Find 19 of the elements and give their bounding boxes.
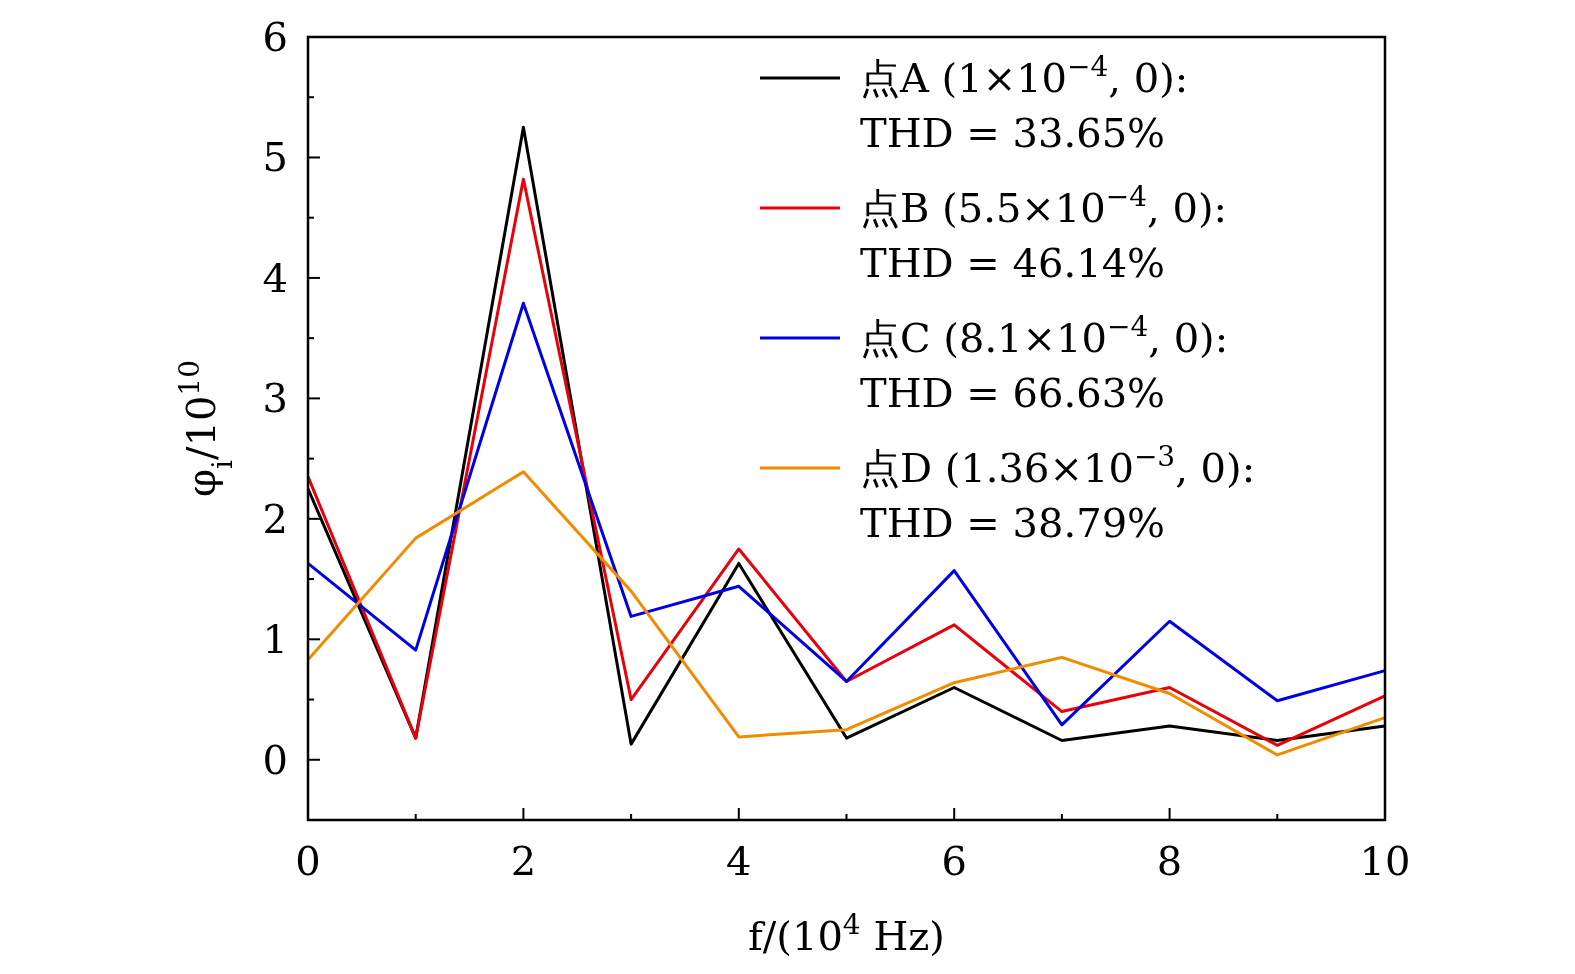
- legend-label: 点D (1.36×10$^{−3}$, 0): THD = 38.79%: [860, 439, 1256, 546]
- x-tick-label: 2: [510, 838, 537, 884]
- y-tick-label: 4: [262, 254, 288, 301]
- y-tick-label: 3: [262, 375, 288, 422]
- line-series: [306, 301, 1387, 727]
- y-tick-label: 0: [262, 736, 288, 783]
- legend-label: 点B (5.5×10$^{−4}$, 0): THD = 46.14%: [860, 179, 1227, 286]
- y-tick-label: 2: [262, 495, 288, 542]
- x-tick-label: 8: [1156, 838, 1183, 884]
- x-tick-label: 10: [1359, 838, 1411, 884]
- x-axis-title: f/(10$^{4}$ Hz): [748, 907, 945, 959]
- legend-label: 点A (1×10$^{−4}$, 0): THD = 33.65%: [860, 49, 1189, 156]
- x-tick-label: 0: [295, 838, 321, 884]
- x-tick-label: 6: [941, 838, 967, 884]
- y-tick-label: 1: [262, 616, 288, 663]
- y-tick-label: 5: [262, 134, 288, 181]
- x-tick-label: 4: [726, 838, 752, 884]
- legend-label: 点C (8.1×10$^{−4}$, 0): THD = 66.63%: [860, 309, 1229, 416]
- y-tick-label: 6: [262, 14, 288, 60]
